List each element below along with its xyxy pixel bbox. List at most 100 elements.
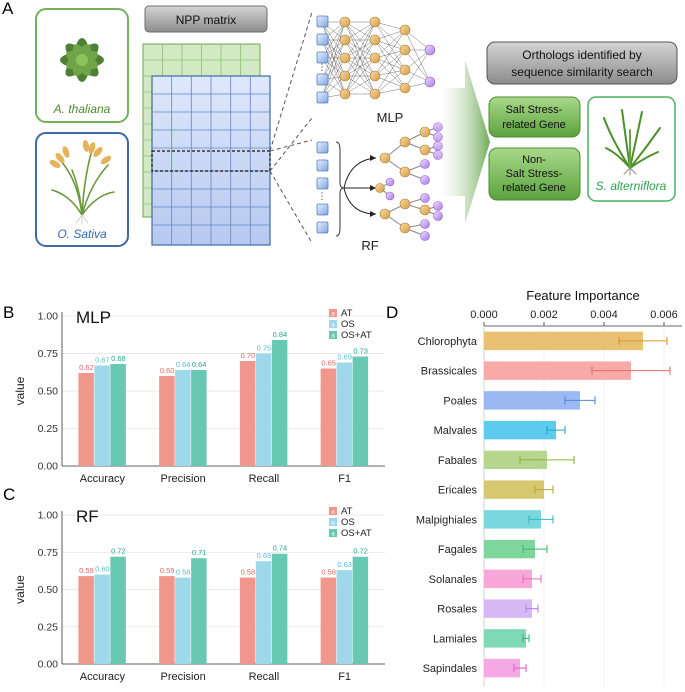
importance-bar-chlorophyta [484,331,643,351]
rf-trees: ⋮ [316,122,443,253]
importance-bar-fagales [484,539,535,559]
category-label: Fagales [438,544,478,556]
y-tick-label: 1.00 [38,510,59,522]
npp-matrix-title: NPP matrix [176,13,236,27]
y-tick-label: 0.75 [38,547,59,559]
panel-d-letter: D [386,303,398,322]
legend-swatch-at [329,309,337,317]
orthologs-line2: sequence similarity search [511,65,652,79]
selected-row-highlight [151,150,271,172]
bar-value-label: 0.73 [353,347,368,356]
x-tick-label: 0.000 [470,309,498,321]
importance-bar-sapindales [484,658,520,678]
x-tick-label: Accuracy [80,473,126,485]
bar-at-recall [239,577,256,664]
legend-swatch-osat [329,529,337,537]
importance-bar-solanales [484,569,532,589]
bar-os-accuracy [94,574,110,664]
spartina-icon [603,109,661,176]
legend-swatch-letter: a [331,521,335,527]
legend-label: OS [341,517,355,528]
category-label: Poales [443,395,477,407]
matrix-to-model-connectors [269,11,313,244]
bar-value-label: 0.63 [337,560,352,569]
npp-matrix-title-box [144,5,268,33]
bar-value-label: 0.71 [192,548,207,557]
bar-osat-f1 [352,556,369,664]
panel-c-letter: C [3,485,15,504]
bar-value-label: 0.75 [257,344,272,353]
bar-value-label: 0.60 [95,565,110,574]
bar-at-f1 [320,577,337,664]
nonsalt-line2: Salt Stress- [506,168,563,180]
category-label: Sapindales [423,663,478,675]
category-label: Chlorophyta [418,336,478,348]
nonsalt-gene-box [488,147,581,201]
panel-d: D [386,303,398,322]
y-tick-label: 0.25 [38,621,59,633]
legend-label: AT [341,308,353,319]
bar-os-f1 [336,570,353,664]
bar-os-precision [175,370,191,466]
importance-bar-ericales [484,480,544,499]
chart-title: Feature Importance [526,288,639,303]
x-tick-label: Recall [249,473,280,485]
category-label: Lamiales [433,633,478,645]
big-right-arrow [438,60,490,224]
bar-value-label: 0.74 [273,544,288,553]
bar-value-label: 0.58 [176,568,191,577]
bar-value-label: 0.68 [111,354,126,363]
category-label: Rosales [437,604,477,616]
importance-bar-fabales [484,450,547,470]
y-axis-title: value [13,376,27,405]
orthologs-box [486,41,678,85]
bar-osat-accuracy [110,364,126,466]
x-tick-label: 0.002 [530,309,558,321]
nonsalt-line1: Non- [522,154,546,166]
x-tick-label: Precision [161,473,206,485]
bar-value-label: 0.58 [241,568,256,577]
bar-value-label: 0.84 [273,330,288,339]
panel-c: C [3,485,15,504]
legend-label: OS [341,319,355,330]
bar-at-accuracy [78,576,94,664]
legend-label: AT [341,506,353,517]
y-tick-label: 0.50 [38,584,59,596]
category-label: Solanales [429,574,478,586]
mlp-label: MLP [377,110,404,125]
rice-icon [49,140,115,225]
bar-value-label: 0.58 [321,568,336,577]
category-label: Malvales [434,425,478,437]
bar-value-label: 0.72 [111,547,126,556]
rf-input-ellipsis: ⋮ [318,191,327,201]
importance-bar-malpighiales [484,510,541,529]
rf-label: RF [361,238,378,253]
panel-a: A A. thaliana [2,0,678,253]
target-plant-box [587,96,676,202]
mlp-input-ellipsis: ⋮ [318,62,327,72]
legend-label: OS+AT [341,330,372,341]
bar-osat-f1 [352,356,369,466]
x-tick-label: Precision [161,671,206,683]
panel-a-letter: A [2,0,14,18]
blue-matrix [151,75,271,246]
bar-osat-precision [191,558,207,664]
bar-osat-recall [271,340,288,466]
salt-gene-line1: Salt Stress- [506,104,563,116]
bar-value-label: 0.60 [160,366,175,375]
bar-os-precision [175,577,191,664]
category-label: Malpighiales [416,514,478,526]
x-tick-label: 0.006 [650,309,678,321]
category-label: Fabales [438,455,478,467]
x-tick-label: F1 [338,671,351,683]
x-tick-label: Recall [249,671,280,683]
bar-value-label: 0.69 [257,551,272,560]
bar-value-label: 0.59 [160,566,175,575]
salt-gene-line2: related Gene [502,119,566,131]
bar-value-label: 0.67 [95,356,110,365]
y-tick-label: 0.00 [38,659,59,671]
bar-value-label: 0.64 [176,360,191,369]
bar-value-label: 0.70 [241,351,256,360]
bar-value-label: 0.62 [79,363,94,372]
